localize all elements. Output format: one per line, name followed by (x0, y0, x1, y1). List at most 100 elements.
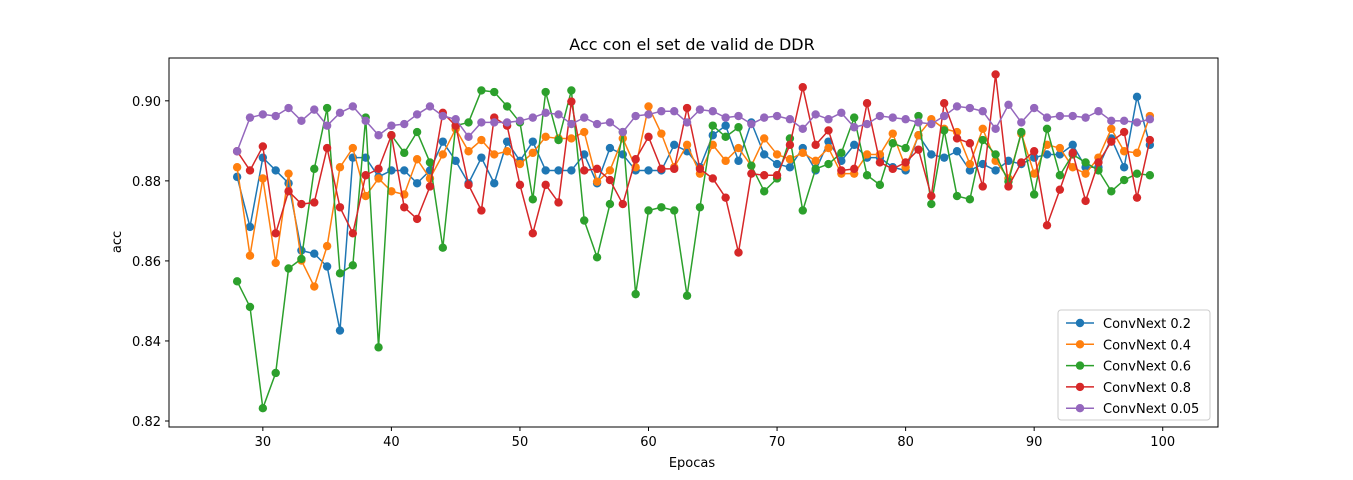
data-point (760, 150, 769, 159)
data-point (425, 102, 435, 111)
data-point (541, 87, 550, 97)
data-point (849, 140, 859, 150)
data-point (965, 195, 975, 204)
data-point (901, 158, 910, 167)
data-point (952, 191, 962, 201)
data-point (991, 70, 1000, 79)
data-point (682, 103, 692, 113)
data-point (580, 127, 589, 137)
data-point (554, 135, 563, 145)
data-point (1042, 150, 1052, 159)
legend: ConvNext 0.2 ConvNext 0.4 ConvNext 0.6 Conv… (1057, 309, 1211, 421)
data-point (297, 246, 306, 255)
data-point (1004, 182, 1013, 191)
data-point (1081, 113, 1090, 122)
y-tick-label: 0.84 (132, 335, 161, 350)
data-point (1042, 113, 1052, 122)
data-point (824, 126, 833, 135)
data-point (952, 134, 962, 143)
series-1 (232, 102, 1155, 291)
data-point (927, 199, 936, 209)
data-point (258, 153, 268, 162)
data-point (965, 103, 975, 113)
data-point (682, 140, 692, 150)
data-point (477, 206, 486, 215)
data-point (798, 83, 807, 92)
data-point (348, 143, 358, 153)
data-point (592, 253, 602, 262)
data-point (837, 148, 846, 158)
data-point (515, 116, 525, 126)
data-point (888, 129, 897, 138)
data-point (361, 191, 370, 201)
data-point (374, 164, 383, 174)
data-point (554, 110, 563, 119)
data-point (477, 153, 486, 162)
data-point (400, 119, 409, 129)
data-point (682, 291, 692, 300)
chart-title: Acc con el set de valid de DDR (569, 35, 814, 54)
data-point (1017, 118, 1026, 127)
data-point (361, 171, 370, 180)
data-point (695, 105, 705, 114)
x-tick-label: 90 (1026, 435, 1043, 450)
data-point (490, 150, 499, 159)
data-point (567, 119, 576, 129)
data-point (361, 116, 370, 126)
data-point (991, 166, 1000, 175)
data-point (438, 137, 448, 146)
data-point (387, 131, 396, 140)
data-point (477, 135, 486, 145)
data-point (271, 258, 280, 268)
data-point (528, 113, 538, 122)
data-point (914, 111, 923, 121)
data-point (798, 124, 807, 134)
data-point (438, 150, 448, 159)
data-point (965, 159, 975, 169)
data-point (464, 132, 473, 142)
data-point (901, 115, 910, 124)
data-point (760, 113, 769, 122)
series-line (236, 104, 1151, 152)
data-point (477, 86, 486, 95)
x-tick-label: 60 (640, 435, 657, 450)
data-point (695, 203, 705, 212)
data-point (412, 214, 422, 224)
data-point (875, 180, 885, 190)
data-point (939, 99, 949, 108)
y-tick-label: 0.90 (132, 95, 161, 110)
legend-marker (1075, 382, 1085, 392)
data-point (502, 137, 512, 146)
data-point (605, 143, 615, 153)
data-point (618, 127, 627, 137)
data-point (425, 158, 435, 167)
data-point (567, 86, 576, 95)
data-point (592, 177, 602, 186)
data-point (374, 343, 383, 352)
legend-marker (1075, 361, 1085, 370)
data-point (464, 180, 473, 190)
series-line (236, 73, 1151, 254)
data-point (567, 97, 576, 106)
data-point (490, 179, 499, 188)
data-point (1042, 124, 1052, 134)
data-point (412, 179, 422, 188)
data-point (644, 132, 653, 142)
data-point (335, 269, 345, 278)
data-point (1068, 111, 1077, 121)
data-point (310, 164, 319, 174)
data-point (927, 191, 936, 201)
data-point (747, 119, 756, 129)
data-point (1145, 135, 1155, 145)
data-point (1119, 127, 1129, 137)
data-point (1107, 116, 1116, 126)
data-point (631, 289, 640, 299)
data-point (978, 182, 987, 191)
data-point (310, 249, 319, 258)
data-point (502, 118, 512, 127)
data-point (1081, 196, 1090, 206)
data-point (695, 164, 705, 174)
data-point (232, 147, 242, 156)
data-point (644, 110, 653, 119)
data-point (862, 119, 872, 129)
